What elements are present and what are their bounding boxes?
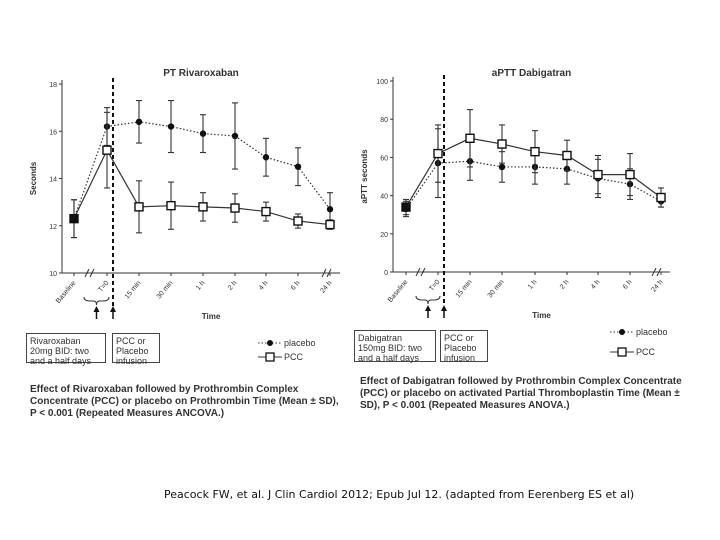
pt-x-tick-label: 15 min: [124, 280, 143, 301]
right-figure-caption: Effect of Dabigatran followed by Prothro…: [360, 376, 682, 411]
pt-placebo-point: [262, 154, 270, 161]
aptt-PCC-point: [401, 202, 411, 212]
aptt-PCC-point: [593, 169, 603, 180]
aptt-PCC-point: [465, 133, 475, 144]
legend-placebo-label-right: placebo: [636, 327, 668, 337]
pt-axis-break: [84, 268, 95, 278]
pt-y-tick-label: 18: [49, 82, 57, 89]
aptt-series-placebo-line: [405, 160, 662, 210]
aptt-y-tick-label: 100: [376, 79, 388, 86]
pt-x-tick-label: 4 h: [258, 280, 270, 292]
pt-PCC-point: [261, 206, 271, 217]
pt-axis-break: [321, 268, 332, 278]
pt-PCC-point: [293, 216, 303, 226]
aptt-y-tick-label: 60: [380, 155, 388, 162]
pt-chart-title: PT Rivaroxaban: [163, 68, 239, 79]
legend-placebo-label-left: placebo: [284, 338, 316, 348]
citation-text: Peacock FW, et al. J Clin Cardiol 2012; …: [164, 488, 635, 501]
pt-pointer-arrow-head: [93, 306, 100, 312]
aptt-PCC-point: [656, 192, 666, 203]
pt-y-tick-label: 14: [49, 177, 57, 184]
left-figure-caption: Effect of Rivaroxaban followed by Prothr…: [30, 384, 339, 419]
aptt-x-tick-label: 2 h: [559, 279, 571, 291]
aptt-x-tick-label: 15 min: [455, 279, 474, 300]
aptt-x-tick-label: 6 h: [622, 279, 634, 291]
pt-placebo-point: [326, 206, 334, 213]
legend-pcc-marker-right: [617, 347, 627, 357]
pcc-infusion-text-right: PCC or Placebo infusion: [444, 333, 477, 363]
pt-x-tick-label: 6 h: [290, 280, 302, 292]
pt-PCC-point: [134, 202, 144, 212]
aptt-placebo-point: [498, 163, 506, 171]
pt-PCC-point: [69, 213, 79, 224]
dabigatran-dose-box: Dabigatran 150mg BID: two and a half day…: [354, 330, 436, 363]
aptt-x-tick-label: 4 h: [590, 279, 602, 291]
pt-PCC-point: [102, 145, 112, 155]
aptt-axis-break: [651, 267, 662, 277]
aptt-x-tick-label: T=0: [428, 279, 441, 293]
pcc-infusion-box-left: PCC or Placebo infusion: [112, 333, 160, 366]
aptt-dose-brace: [415, 295, 441, 305]
aptt-y-axis-label: aPTT seconds: [360, 149, 369, 204]
pt-x-tick-label: Baseline: [55, 280, 78, 305]
pt-y-tick-label: 10: [49, 271, 57, 278]
aptt-x-tick-label: 24 h: [650, 279, 664, 294]
dabigatran-dose-text: Dabigatran 150mg BID: two and a half day…: [358, 333, 423, 363]
aptt-y-tick-label: 40: [380, 194, 388, 201]
pt-y-axis-label: Seconds: [29, 161, 38, 195]
pt-PCC-point: [166, 200, 176, 211]
aptt-PCC-point: [625, 169, 635, 180]
aptt-x-tick-label: 1 h: [527, 279, 539, 291]
pt-x-tick-label: T=0: [97, 280, 110, 294]
aptt-PCC-point: [562, 150, 572, 161]
pt-x-axis-label: Time: [202, 312, 221, 321]
aptt-x-axis-label: Time: [532, 311, 551, 320]
pt-placebo-point: [167, 123, 175, 130]
aptt-pointer-arrow-head: [441, 305, 447, 311]
aptt-y-tick-label: 20: [380, 232, 388, 239]
pt-placebo-point: [199, 130, 207, 137]
pcc-infusion-box-right: PCC or Placebo infusion: [440, 330, 488, 363]
aptt-chart-title: aPTT Dabigatran: [492, 68, 571, 79]
pt-PCC-point: [198, 202, 208, 212]
aptt-PCC-point: [433, 148, 443, 159]
legend-pcc-label-right: PCC: [636, 347, 656, 357]
pt-x-tick-label: 24 h: [319, 280, 333, 295]
aptt-axis-break: [415, 267, 426, 277]
pcc-infusion-text-left: PCC or Placebo infusion: [116, 336, 149, 366]
legend-placebo-marker-left: [267, 340, 273, 346]
pt-PCC-point: [325, 219, 335, 230]
aptt-x-tick-label: 30 min: [487, 279, 506, 300]
aptt-y-tick-label: 0: [384, 270, 388, 277]
pt-x-tick-label: 30 min: [156, 280, 175, 301]
pt-y-tick-label: 12: [49, 224, 57, 231]
pt-series-placebo-line: [73, 121, 331, 219]
aptt-PCC-point: [497, 139, 507, 149]
legend-placebo-marker-right: [619, 329, 625, 335]
pt-x-tick-label: 1 h: [195, 280, 207, 292]
pt-placebo-point: [294, 163, 302, 170]
aptt-x-tick-label: Baseline: [387, 279, 410, 304]
pt-pointer-arrow-head: [110, 306, 116, 312]
pt-x-tick-label: 2 h: [227, 280, 239, 292]
aptt-pointer-arrow-head: [425, 305, 431, 311]
pt-PCC-point: [230, 203, 240, 213]
pt-placebo-point: [231, 132, 239, 140]
pt-placebo-point: [135, 118, 143, 126]
aptt-PCC-point: [530, 146, 540, 157]
rivaroxaban-dose-text: Rivaroxaban 20mg BID: two and a half day…: [30, 336, 92, 366]
aptt-y-tick-label: 80: [380, 117, 388, 124]
pt-dose-brace: [83, 296, 110, 306]
rivaroxaban-dose-box: Rivaroxaban 20mg BID: two and a half day…: [26, 333, 106, 366]
legend-pcc-label-left: PCC: [284, 352, 304, 362]
pt-y-tick-label: 16: [49, 129, 57, 136]
legend-pcc-marker-left: [265, 352, 275, 362]
